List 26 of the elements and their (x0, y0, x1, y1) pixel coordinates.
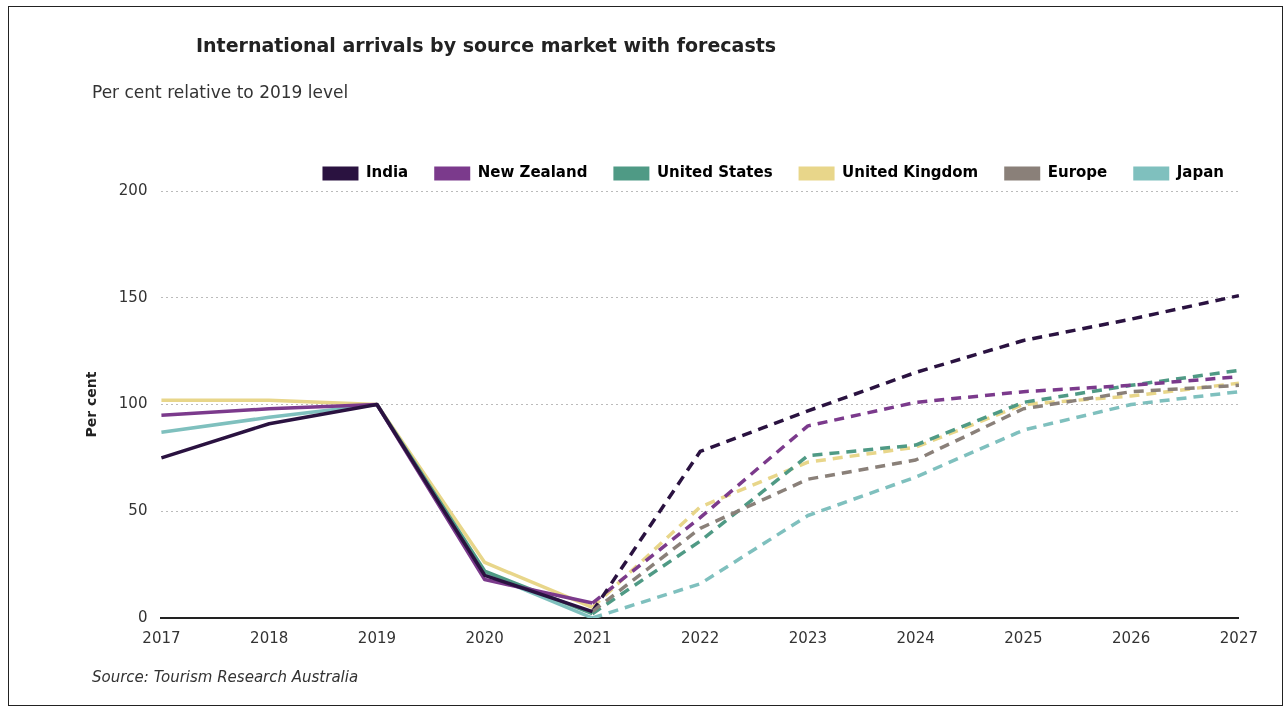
x-tick-label: 2020 (465, 628, 504, 647)
chart-subtitle: Per cent relative to 2019 level (92, 82, 349, 102)
legend-label: Europe (1047, 163, 1108, 182)
y-axis-title: Per cent (83, 371, 100, 438)
x-tick-label: 2027 (1219, 628, 1259, 647)
x-tick-label: 2023 (788, 628, 828, 647)
legend-label: New Zealand (477, 163, 588, 182)
y-tick-label: 50 (128, 501, 148, 520)
x-tick-label: 2021 (573, 628, 612, 647)
source-note: Source: Tourism Research Australia (92, 668, 359, 686)
y-tick-label: 150 (118, 287, 148, 306)
x-tick-label: 2018 (250, 628, 289, 647)
legend-label: United Kingdom (842, 163, 979, 182)
x-tick-label: 2024 (896, 628, 935, 647)
y-tick-label: 100 (118, 394, 148, 413)
legend-label: India (365, 163, 409, 182)
y-tick-label: 0 (137, 607, 148, 626)
y-tick-label: 200 (118, 180, 148, 199)
legend-label: Japan (1175, 163, 1225, 182)
x-tick-label: 2019 (357, 628, 397, 647)
chart-title: International arrivals by source market with forecasts (196, 34, 777, 56)
legend-label: United States (656, 163, 773, 182)
x-tick-label: 2026 (1112, 628, 1151, 647)
x-tick-label: 2017 (142, 628, 181, 647)
x-tick-label: 2022 (681, 628, 720, 647)
x-tick-label: 2025 (1004, 628, 1043, 647)
